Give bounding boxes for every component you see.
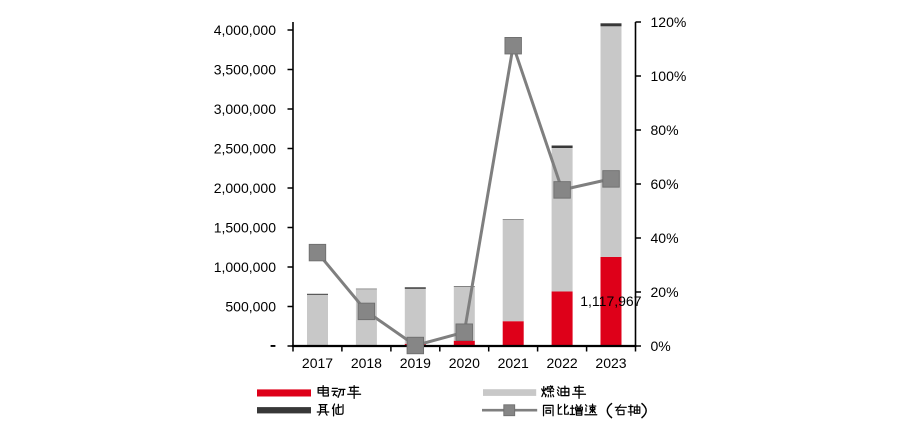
svg-text:100%: 100%: [651, 68, 687, 84]
svg-text:2,500,000: 2,500,000: [214, 141, 276, 157]
svg-text:2021: 2021: [498, 355, 529, 371]
svg-text:2019: 2019: [400, 355, 431, 371]
svg-text:2023: 2023: [595, 355, 626, 371]
svg-text:3,000,000: 3,000,000: [214, 101, 276, 117]
svg-text:20%: 20%: [651, 284, 679, 300]
svg-text:1,000,000: 1,000,000: [214, 259, 276, 275]
svg-text:500,000: 500,000: [225, 299, 276, 315]
svg-text:2020: 2020: [449, 355, 480, 371]
svg-text:3,500,000: 3,500,000: [214, 62, 276, 78]
svg-text:40%: 40%: [651, 230, 679, 246]
svg-text:1,117,967: 1,117,967: [580, 293, 641, 309]
svg-text:120%: 120%: [651, 14, 687, 30]
svg-text:2022: 2022: [547, 355, 578, 371]
svg-text:2,000,000: 2,000,000: [214, 180, 276, 196]
svg-text:80%: 80%: [651, 122, 679, 138]
svg-text:1,500,000: 1,500,000: [214, 220, 276, 236]
svg-text:2017: 2017: [302, 355, 333, 371]
svg-text:4,000,000: 4,000,000: [214, 22, 276, 38]
svg-text:2018: 2018: [351, 355, 382, 371]
svg-text:60%: 60%: [651, 176, 679, 192]
svg-text:0%: 0%: [651, 338, 671, 354]
